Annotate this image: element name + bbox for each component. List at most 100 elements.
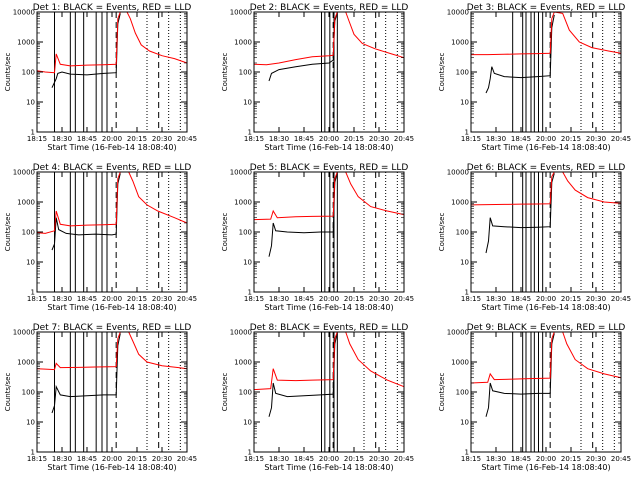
panel-title: Det 2: BLACK = Events, RED = LLD	[250, 3, 409, 13]
panel-det-6: Det 6: BLACK = Events, RED = LLD 1 10 100 10…	[438, 163, 631, 312]
x-tick-label: 18:45	[77, 135, 97, 143]
y-tick-label: 10000	[230, 329, 252, 337]
x-tick-label: 20:15	[127, 455, 147, 463]
x-tick-label: 18:30	[486, 455, 506, 463]
y-tick-label: 1	[248, 289, 252, 297]
panel-det-1: Det 1: BLACK = Events, RED = LLD 1 10 100 10…	[4, 3, 197, 152]
y-tick-label: 1	[248, 449, 252, 457]
y-tick-label: 10000	[447, 9, 469, 17]
x-tick-label: 18:30	[52, 295, 72, 303]
panel-det-7: Det 7: BLACK = Events, RED = LLD 1 10 100 10…	[4, 323, 197, 472]
y-tick-label: 10000	[447, 169, 469, 177]
panel-title: Det 1: BLACK = Events, RED = LLD	[33, 3, 192, 13]
y-tick-label: 1	[248, 129, 252, 137]
y-tick-label: 100	[239, 69, 252, 77]
x-tick-label: 20:45	[611, 135, 631, 143]
y-axis-label: Counts/sec	[221, 213, 229, 252]
x-tick-label: 20:45	[611, 295, 631, 303]
x-tick-label: 20:15	[344, 135, 364, 143]
y-tick-label: 10	[26, 419, 35, 427]
events-series-line	[485, 333, 555, 417]
y-tick-label: 10000	[230, 169, 252, 177]
x-tick-label: 20:15	[344, 295, 364, 303]
y-axis-label: Counts/sec	[221, 373, 229, 412]
x-tick-label: 20:00	[319, 135, 339, 143]
x-axis-label: Start Time (16-Feb-14 18:08:40)	[481, 143, 610, 152]
x-tick-label: 18:45	[511, 295, 531, 303]
panel-title: Det 5: BLACK = Events, RED = LLD	[250, 163, 409, 173]
y-tick-label: 1000	[17, 199, 35, 207]
x-tick-label: 18:45	[77, 295, 97, 303]
y-tick-label: 1000	[234, 359, 252, 367]
y-tick-label: 1	[465, 129, 469, 137]
y-tick-label: 1000	[451, 39, 469, 47]
plot-frame	[36, 331, 188, 453]
y-axis-label: Counts/sec	[438, 53, 446, 92]
events-series-line	[485, 14, 555, 94]
lld-series-line	[253, 331, 405, 391]
x-tick-label: 20:15	[127, 295, 147, 303]
panel-title: Det 7: BLACK = Events, RED = LLD	[33, 323, 192, 333]
y-tick-label: 10000	[13, 169, 35, 177]
y-tick-label: 1	[31, 129, 35, 137]
x-axis-label: Start Time (16-Feb-14 18:08:40)	[47, 143, 176, 152]
y-tick-label: 10000	[13, 9, 35, 17]
x-tick-label: 20:45	[177, 135, 197, 143]
plot-frame	[253, 331, 405, 453]
x-tick-label: 18:45	[511, 455, 531, 463]
events-series-line	[51, 173, 121, 251]
y-tick-label: 100	[22, 229, 35, 237]
x-tick-label: 18:15	[461, 295, 481, 303]
x-axis-label: Start Time (16-Feb-14 18:08:40)	[481, 463, 610, 472]
panel-det-8: Det 8: BLACK = Events, RED = LLD 1 10 100 10…	[221, 323, 414, 472]
x-tick-label: 18:30	[269, 295, 289, 303]
events-series-line	[485, 173, 555, 254]
y-tick-label: 10	[460, 99, 469, 107]
x-tick-label: 20:15	[127, 135, 147, 143]
y-tick-label: 1000	[234, 199, 252, 207]
x-tick-label: 18:45	[294, 295, 314, 303]
y-tick-label: 1000	[17, 359, 35, 367]
events-series-line	[51, 333, 121, 414]
x-axis-label: Start Time (16-Feb-14 18:08:40)	[264, 463, 393, 472]
x-tick-label: 20:30	[152, 455, 172, 463]
x-axis-label: Start Time (16-Feb-14 18:08:40)	[481, 303, 610, 312]
y-tick-label: 1	[31, 289, 35, 297]
x-tick-label: 18:30	[269, 455, 289, 463]
y-tick-label: 1	[465, 449, 469, 457]
plot-frame	[470, 171, 622, 293]
y-tick-label: 10000	[13, 329, 35, 337]
y-tick-label: 10	[243, 419, 252, 427]
y-axis-label: Counts/sec	[221, 53, 229, 92]
x-tick-label: 18:15	[244, 455, 264, 463]
x-tick-label: 18:30	[52, 135, 72, 143]
y-tick-label: 100	[456, 229, 469, 237]
x-tick-label: 20:30	[369, 295, 389, 303]
x-tick-label: 20:00	[102, 455, 122, 463]
lld-series-line	[471, 11, 622, 56]
y-tick-label: 1000	[451, 199, 469, 207]
x-tick-label: 20:00	[319, 295, 339, 303]
panel-title: Det 3: BLACK = Events, RED = LLD	[467, 3, 626, 13]
lld-series-line	[470, 331, 622, 384]
y-tick-label: 10000	[230, 9, 252, 17]
y-tick-label: 10000	[447, 329, 469, 337]
y-tick-label: 1000	[451, 359, 469, 367]
y-tick-label: 1	[31, 449, 35, 457]
x-tick-label: 18:15	[27, 295, 47, 303]
plot-frame	[36, 171, 188, 293]
y-axis-label: Counts/sec	[438, 373, 446, 412]
x-tick-label: 20:00	[536, 135, 556, 143]
x-tick-label: 20:00	[102, 295, 122, 303]
x-axis-label: Start Time (16-Feb-14 18:08:40)	[264, 303, 393, 312]
lld-series-line	[253, 11, 405, 66]
lld-series-line	[36, 11, 188, 74]
lld-series-line	[36, 171, 188, 234]
x-tick-label: 18:30	[486, 295, 506, 303]
x-tick-label: 18:15	[27, 455, 47, 463]
x-axis-label: Start Time (16-Feb-14 18:08:40)	[47, 463, 176, 472]
y-tick-label: 100	[239, 389, 252, 397]
panel-det-5: Det 5: BLACK = Events, RED = LLD 1 10 100 10…	[221, 163, 414, 312]
y-tick-label: 10	[460, 259, 469, 267]
